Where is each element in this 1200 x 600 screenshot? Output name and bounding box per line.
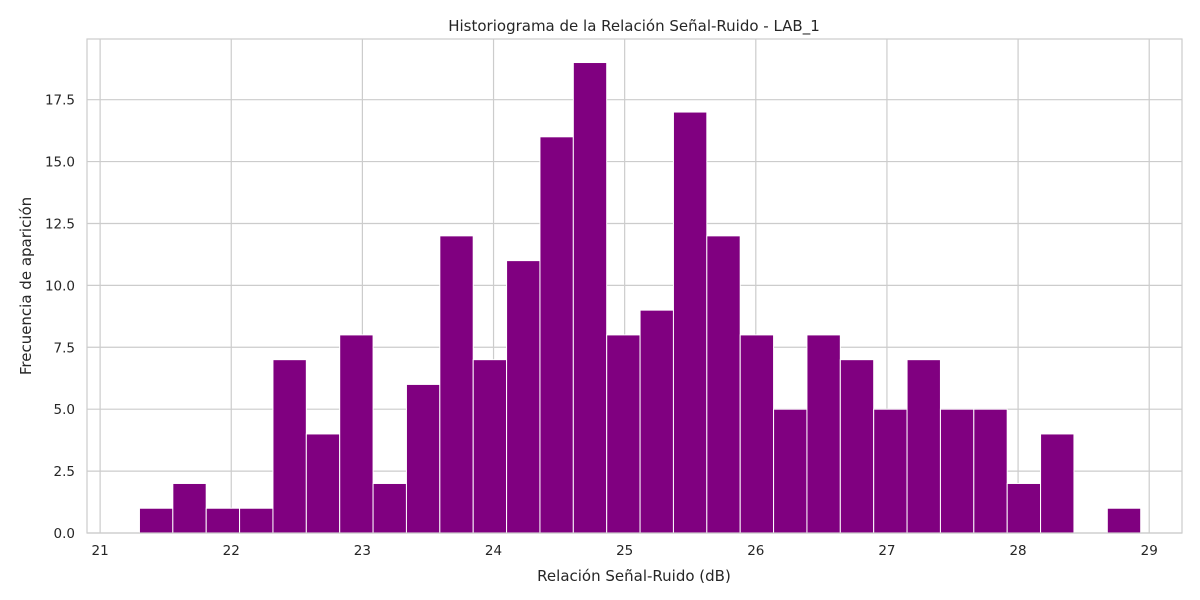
histogram-bar bbox=[739, 334, 775, 534]
histogram-bar bbox=[706, 235, 741, 534]
x-tick-label: 29 bbox=[1141, 543, 1158, 559]
y-tick-label: 2.5 bbox=[54, 464, 75, 480]
x-tick-label: 27 bbox=[878, 543, 895, 559]
histogram-bar bbox=[239, 507, 274, 534]
histogram-bar bbox=[1006, 482, 1042, 534]
histogram-bar bbox=[138, 507, 174, 534]
x-tick-label: 25 bbox=[616, 543, 633, 559]
plot-frame bbox=[86, 38, 1183, 534]
histogram-bar bbox=[572, 62, 608, 534]
histogram-bar bbox=[873, 408, 908, 534]
y-tick-label: 0.0 bbox=[54, 526, 75, 542]
histogram-bar bbox=[472, 359, 508, 534]
histogram-bar bbox=[1040, 433, 1075, 534]
y-tick-label: 12.5 bbox=[45, 216, 75, 232]
x-tick-label: 21 bbox=[92, 543, 109, 559]
y-tick-label: 5.0 bbox=[54, 402, 75, 418]
x-tick-label: 28 bbox=[1009, 543, 1026, 559]
histogram-bars bbox=[138, 62, 1142, 534]
histogram-bar bbox=[506, 260, 541, 534]
histogram-bar bbox=[405, 383, 441, 534]
histogram-bar bbox=[672, 111, 708, 534]
histogram-bar bbox=[773, 408, 808, 534]
histogram-bar bbox=[539, 136, 574, 534]
x-tick-label: 23 bbox=[354, 543, 371, 559]
y-axis-label: Frecuencia de aparición bbox=[17, 197, 35, 375]
y-tick-label: 15.0 bbox=[45, 155, 75, 171]
y-tick-label: 7.5 bbox=[54, 340, 75, 356]
x-axis-label: Relación Señal-Ruido (dB) bbox=[537, 567, 731, 585]
histogram-bar bbox=[939, 408, 975, 534]
histogram-bar bbox=[372, 482, 407, 534]
histogram-bar bbox=[272, 359, 307, 534]
x-tick-label: 26 bbox=[747, 543, 764, 559]
tick-labels: 21 22 23 24 25 26 27 28 29 0.0 2.5 5.0 7.5 10.0 12.5 15… bbox=[45, 93, 1158, 559]
histogram-bar bbox=[339, 334, 374, 534]
chart-title: Historiograma de la Relación Señal-Ruido… bbox=[448, 17, 820, 36]
histogram-bar bbox=[806, 334, 841, 534]
histogram-bar bbox=[839, 359, 875, 534]
histogram-bar bbox=[172, 482, 207, 534]
y-tick-label: 10.0 bbox=[45, 278, 75, 294]
histogram-bar bbox=[606, 334, 641, 534]
histogram-bar bbox=[205, 507, 241, 534]
x-tick-label: 24 bbox=[485, 543, 502, 559]
histogram-bar bbox=[639, 309, 674, 534]
histogram-bar bbox=[1106, 507, 1142, 534]
histogram-bar bbox=[305, 433, 341, 534]
histogram-bar bbox=[906, 359, 941, 534]
x-tick-label: 22 bbox=[223, 543, 240, 559]
y-tick-label: 17.5 bbox=[45, 93, 75, 109]
histogram-bar bbox=[439, 235, 474, 534]
histogram-bar bbox=[973, 408, 1008, 534]
